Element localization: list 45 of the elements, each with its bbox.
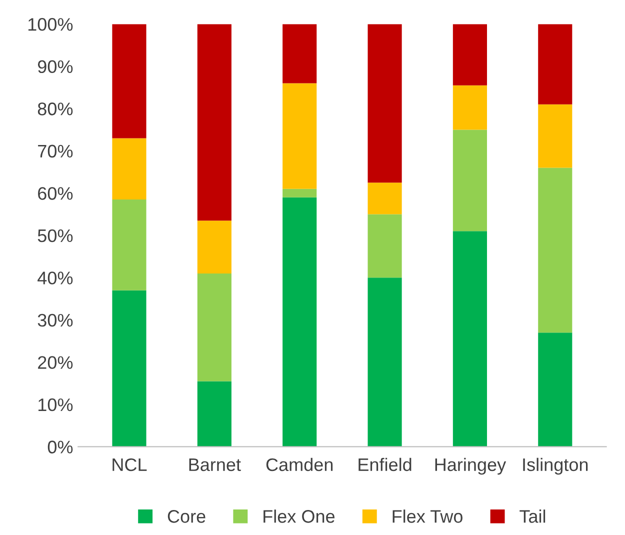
bar (282, 197, 317, 447)
x-tick-label: Barnet (189, 458, 241, 472)
y-tick-label: 90% (38, 60, 73, 74)
bar (452, 231, 487, 447)
y-tick-label: 30% (38, 314, 73, 327)
y-tick-label: 50% (38, 229, 73, 242)
bar (112, 199, 146, 290)
x-tick-label: Enfield (358, 458, 412, 472)
bar (197, 220, 232, 274)
y-tick-label: 80% (38, 102, 73, 116)
bar (112, 290, 146, 447)
bar (368, 278, 402, 447)
bar (282, 83, 317, 189)
bar (197, 273, 232, 382)
bar (368, 214, 402, 278)
y-tick-label: 70% (38, 144, 73, 158)
bar (112, 138, 146, 200)
bar (538, 24, 572, 104)
x-tick-label: NCL (112, 458, 147, 472)
bar (112, 24, 146, 138)
bar (197, 381, 232, 447)
y-tick-label: 10% (38, 398, 73, 412)
legend-label: Flex One (264, 510, 335, 523)
bar (538, 332, 572, 447)
bar (197, 24, 232, 221)
bar (538, 168, 572, 333)
bar (538, 104, 572, 168)
bar (452, 85, 487, 130)
y-tick-label: 20% (38, 356, 73, 369)
x-tick-label: Islington (523, 458, 588, 475)
legend-label: Tail (520, 510, 546, 523)
y-tick-label: 0% (48, 440, 73, 454)
y-tick-label: 60% (38, 187, 73, 200)
x-tick-label: Haringey (435, 458, 506, 475)
legend-label: Flex Two (392, 510, 462, 523)
y-tick-label: 100% (28, 18, 73, 31)
bar (282, 188, 317, 198)
x-tick-label: Camden (266, 458, 333, 472)
bar (452, 130, 487, 232)
bar (368, 24, 402, 183)
legend-label: Core (168, 510, 206, 523)
y-tick-label: 40% (38, 272, 73, 284)
bar (282, 24, 317, 84)
bar (368, 182, 402, 214)
bar (452, 24, 487, 86)
